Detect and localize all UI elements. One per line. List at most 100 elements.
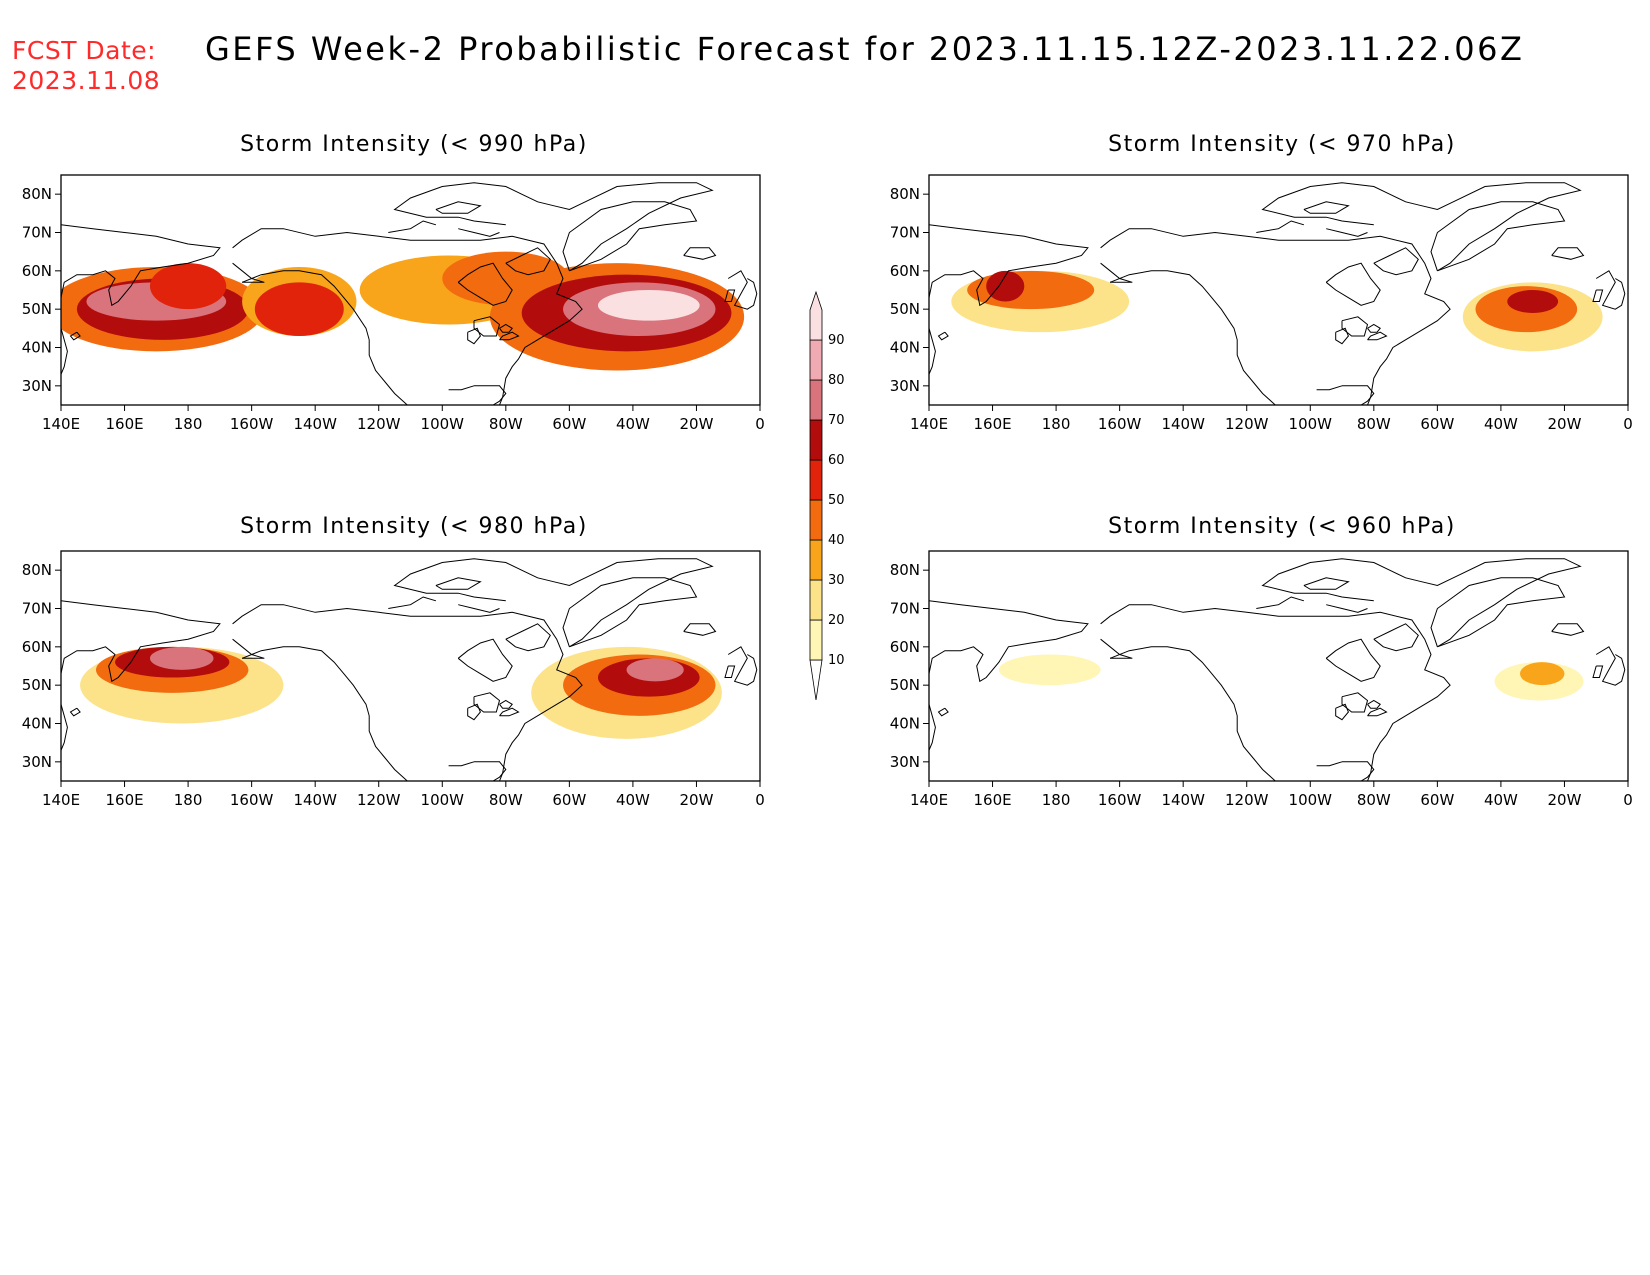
lat-label-p990-2: 50N (22, 300, 52, 318)
colorbar-segment-1 (809, 579, 823, 621)
coastline-p980-7 (505, 623, 551, 652)
forecast-date-label: FCST Date: (12, 36, 157, 65)
coastline-p990-19 (388, 220, 437, 233)
lat-label-p970-4: 70N (890, 224, 920, 242)
colorbar-segment-3 (809, 499, 823, 541)
coastline-p990-20 (435, 201, 482, 214)
lat-label-p980-0: 30N (22, 753, 52, 771)
lon-label-p990-5: 120W (357, 415, 401, 433)
coastline-p980-9 (562, 577, 698, 648)
lon-label-p990-0: 140E (42, 415, 80, 433)
coastline-p960-3 (1100, 604, 1451, 781)
probability-area-p970-2 (986, 270, 1025, 302)
probability-area-p990-5 (254, 282, 344, 336)
coastline-p990-7 (505, 247, 551, 276)
lon-label-p960-5: 120W (1225, 791, 1269, 809)
coastline-p990-1 (61, 328, 68, 375)
coastline-p980-10 (683, 623, 717, 636)
coastline-p990-12 (724, 289, 736, 302)
coastline-p960-5 (1100, 638, 1133, 659)
coastline-p970-11 (1595, 270, 1626, 310)
lat-label-p970-1: 40N (890, 339, 920, 357)
lon-label-p990-4: 140W (293, 415, 337, 433)
coastline-p970-14 (1335, 327, 1349, 345)
lon-label-p980-3: 160W (230, 791, 274, 809)
lon-label-p970-4: 140W (1161, 415, 1205, 433)
map-frame-p990 (60, 174, 761, 406)
lat-label-p970-0: 30N (890, 377, 920, 395)
lat-label-p960-5: 80N (890, 561, 920, 579)
lon-label-p980-7: 80W (489, 791, 523, 809)
probability-area-p980-7 (626, 658, 684, 682)
lat-label-p960-0: 30N (890, 753, 920, 771)
lon-label-p990-10: 20W (679, 415, 713, 433)
lon-label-p990-8: 60W (552, 415, 586, 433)
lon-label-p970-11: 0 (1623, 415, 1633, 433)
coastline-p990-10 (683, 247, 717, 260)
probability-area-p980-3 (149, 646, 214, 670)
coastline-p960-12 (1592, 665, 1604, 678)
coastline-p960-4 (1109, 646, 1276, 781)
lat-label-p990-3: 60N (22, 262, 52, 280)
panel-title-960: Storm Intensity (< 960 hPa) (1108, 514, 1456, 539)
coastline-p980-21 (458, 604, 500, 613)
coastline-p970-7 (1373, 247, 1419, 276)
colorbar-label-40: 40 (828, 533, 845, 548)
lat-label-p990-1: 40N (22, 339, 52, 357)
coastline-p960-14 (1335, 703, 1349, 721)
coastline-p970-21 (1326, 228, 1368, 237)
coastline-p980-20 (435, 577, 482, 590)
coastline-p980-5 (232, 638, 265, 659)
coastline-p980-16 (499, 707, 520, 717)
lon-label-p960-6: 100W (1289, 791, 1333, 809)
coastline-p970-20 (1303, 201, 1350, 214)
coastline-p980-0 (61, 600, 221, 683)
lat-label-p960-2: 50N (890, 676, 920, 694)
coastline-p980-18 (448, 761, 475, 767)
lat-label-p980-5: 80N (22, 561, 52, 579)
coastline-p980-15 (499, 699, 513, 709)
probability-area-p960-2 (1519, 662, 1565, 686)
lon-label-p970-0: 140E (910, 415, 948, 433)
lon-label-p960-3: 160W (1098, 791, 1142, 809)
panel-title-970: Storm Intensity (< 970 hPa) (1108, 132, 1456, 157)
lon-label-p960-4: 140W (1161, 791, 1205, 809)
colorbar-segment-7 (809, 339, 823, 381)
coastline-p980-12 (724, 665, 736, 678)
lon-label-p990-7: 80W (489, 415, 523, 433)
lon-label-p970-6: 100W (1289, 415, 1333, 433)
coastline-p960-11 (1595, 646, 1626, 686)
map-frame-p970 (928, 174, 1629, 406)
coastline-p970-6 (1325, 262, 1381, 306)
colorbar: 10 20 30 40 50 60 70 80 90 (809, 290, 845, 701)
colorbar-label-90: 90 (828, 333, 845, 348)
colorbar-segment-4 (809, 459, 823, 501)
coastline-p960-10 (1551, 623, 1585, 636)
lon-label-p980-6: 100W (421, 791, 465, 809)
lat-label-p980-4: 70N (22, 600, 52, 618)
coastline-p970-18 (1316, 385, 1343, 391)
coastline-p990-16 (499, 331, 520, 341)
lon-label-p960-8: 60W (1420, 791, 1454, 809)
colorbar-segment-8 (809, 290, 823, 341)
probability-area-p990-11 (597, 290, 700, 321)
lat-label-p960-1: 40N (890, 715, 920, 733)
panel-title-990: Storm Intensity (< 990 hPa) (240, 132, 588, 157)
coastline-p960-9 (1430, 577, 1566, 648)
lat-label-p980-2: 50N (22, 676, 52, 694)
forecast-date-value: 2023.11.08 (12, 66, 161, 95)
coastline-p990-15 (499, 323, 513, 333)
coastline-p990-14 (467, 327, 481, 345)
lon-label-p960-0: 140E (910, 791, 948, 809)
coastline-p980-3 (232, 604, 583, 781)
coastline-p990-18 (448, 385, 475, 391)
probability-area-p990-3 (149, 263, 227, 310)
coastline-p990-6 (457, 262, 513, 306)
coastline-p960-8 (1261, 558, 1582, 648)
lon-label-p990-11: 0 (755, 415, 765, 433)
lon-label-p980-2: 180 (174, 791, 203, 809)
map-frame-p980 (60, 550, 761, 782)
